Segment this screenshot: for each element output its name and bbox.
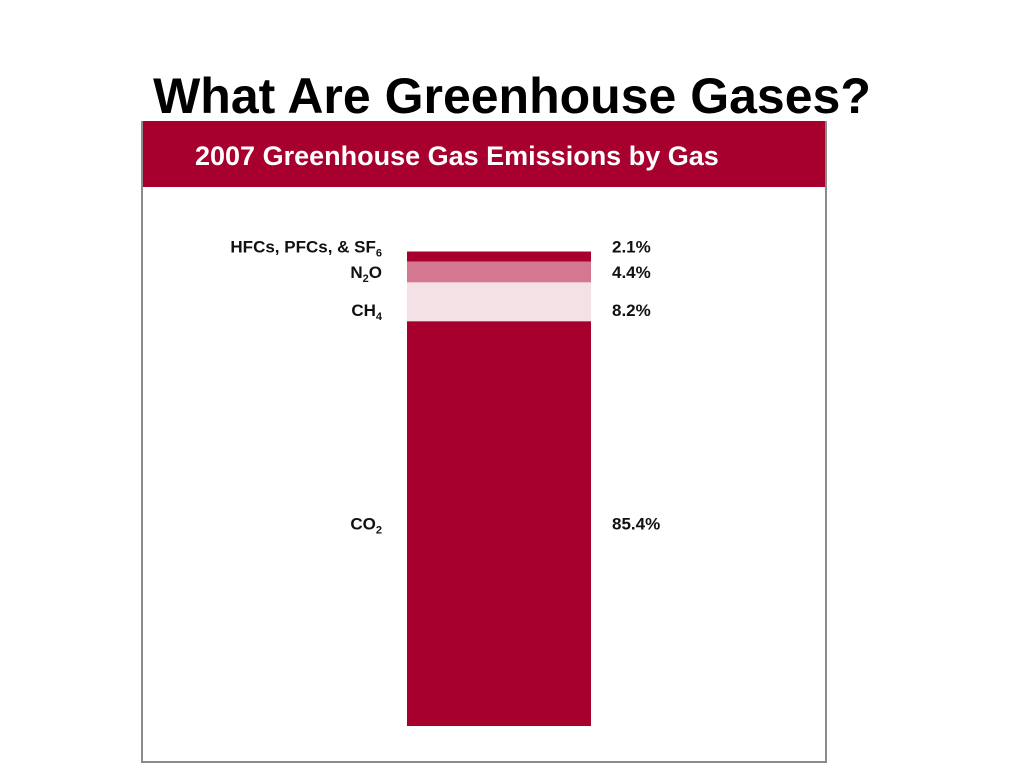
segment-value-label: 85.4%	[612, 515, 660, 534]
bar-segment	[407, 251, 591, 262]
segment-value-label: 4.4%	[612, 263, 651, 282]
segment-label: CO2	[350, 515, 382, 537]
segment-label: CH4	[351, 301, 383, 323]
segment-value-label: 2.1%	[612, 238, 651, 257]
slide-title: What Are Greenhouse Gases?	[153, 68, 871, 124]
segment-label: N2O	[350, 263, 382, 285]
segment-label: HFCs, PFCs, & SF6	[230, 238, 382, 260]
chart-title: 2007 Greenhouse Gas Emissions by Gas	[195, 141, 719, 171]
bar-segment	[407, 282, 591, 322]
bar-segment	[407, 261, 591, 283]
segment-value-label: 8.2%	[612, 301, 651, 320]
bar-segment	[407, 321, 591, 726]
chart-header: 2007 Greenhouse Gas Emissions by Gas	[143, 121, 825, 187]
